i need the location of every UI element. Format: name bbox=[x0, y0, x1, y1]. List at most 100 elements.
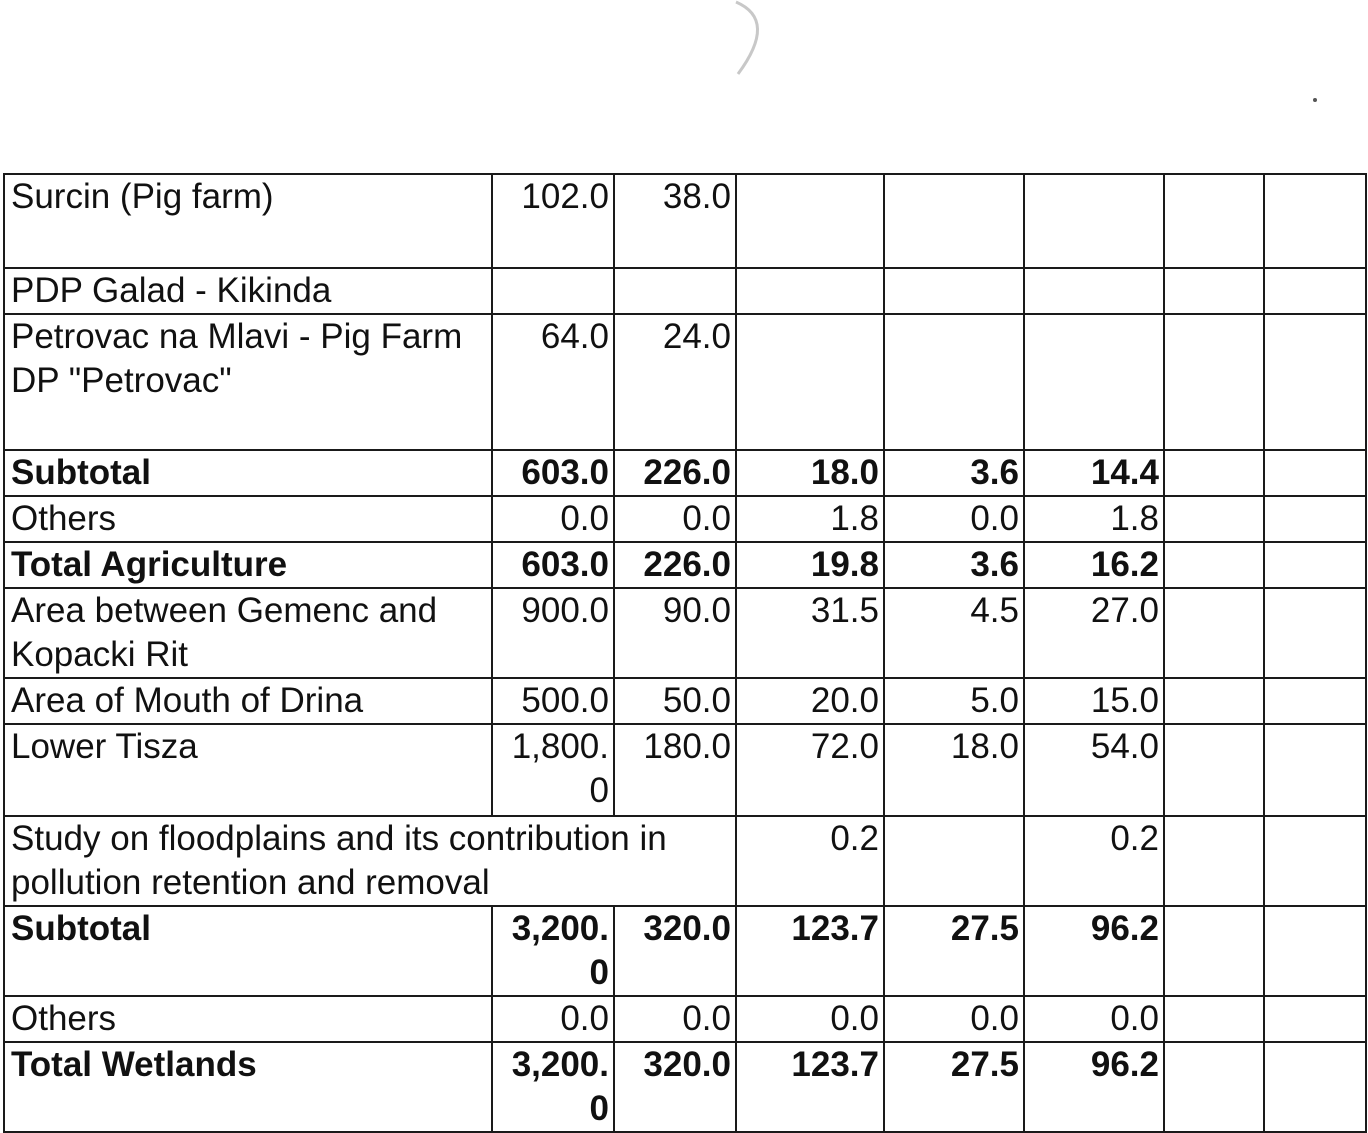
table-cell bbox=[1163, 677, 1265, 725]
table-cell: 0.0 bbox=[735, 995, 885, 1043]
table-cell: 96.2 bbox=[1023, 905, 1165, 997]
table-cell bbox=[1263, 267, 1367, 315]
row-label: Surcin (Pig farm) bbox=[3, 173, 493, 269]
table-row: PDP Galad - Kikinda bbox=[3, 267, 1367, 315]
table-cell: 3,200. 0 bbox=[491, 1041, 615, 1133]
table-cell bbox=[1163, 1041, 1265, 1133]
table-cell bbox=[1023, 267, 1165, 315]
row-label: Petrovac na Mlavi - Pig Farm DP "Petrova… bbox=[3, 313, 493, 451]
row-label: Area between Gemenc and Kopacki Rit bbox=[3, 587, 493, 679]
table-cell bbox=[1023, 173, 1165, 269]
table-row: Subtotal 3,200. 0 320.0 123.7 27.5 96.2 bbox=[3, 905, 1367, 997]
table-cell: 27.5 bbox=[883, 1041, 1025, 1133]
table-cell: 1.8 bbox=[1023, 495, 1165, 543]
table-cell bbox=[883, 267, 1025, 315]
table-row: Petrovac na Mlavi - Pig Farm DP "Petrova… bbox=[3, 313, 1367, 451]
table-cell: 72.0 bbox=[735, 723, 885, 817]
table-cell bbox=[613, 267, 737, 315]
table-cell bbox=[1163, 905, 1265, 997]
table-cell: 900.0 bbox=[491, 587, 615, 679]
table-cell: 20.0 bbox=[735, 677, 885, 725]
table-cell: 0.0 bbox=[1023, 995, 1165, 1043]
table-cell: 0.2 bbox=[1023, 815, 1165, 907]
table-cell: 3.6 bbox=[883, 541, 1025, 589]
table-cell: 16.2 bbox=[1023, 541, 1165, 589]
table-cell bbox=[1163, 995, 1265, 1043]
table-cell: 1.8 bbox=[735, 495, 885, 543]
scan-artifact-arc bbox=[735, 0, 759, 75]
table-cell: 64.0 bbox=[491, 313, 615, 451]
row-label: Area of Mouth of Drina bbox=[3, 677, 493, 725]
table-cell: 123.7 bbox=[735, 905, 885, 997]
table-cell bbox=[735, 173, 885, 269]
table-cell bbox=[1263, 313, 1367, 451]
table-cell bbox=[1263, 541, 1367, 589]
table-cell: 102.0 bbox=[491, 173, 615, 269]
table-cell: 0.0 bbox=[491, 995, 615, 1043]
table-cell: 0.0 bbox=[883, 995, 1025, 1043]
table-cell: 18.0 bbox=[735, 449, 885, 497]
table-cell bbox=[1263, 173, 1367, 269]
table-cell bbox=[1163, 587, 1265, 679]
table-cell bbox=[1163, 449, 1265, 497]
row-label: Lower Tisza bbox=[3, 723, 493, 817]
table-cell bbox=[1163, 541, 1265, 589]
scan-artifact-dot bbox=[1313, 98, 1317, 102]
table-cell bbox=[1163, 495, 1265, 543]
table-row: Subtotal 603.0 226.0 18.0 3.6 14.4 bbox=[3, 449, 1367, 497]
table-row: Total Agriculture 603.0 226.0 19.8 3.6 1… bbox=[3, 541, 1367, 589]
table-cell bbox=[1263, 495, 1367, 543]
table-cell: 0.0 bbox=[883, 495, 1025, 543]
table-cell: 19.8 bbox=[735, 541, 885, 589]
row-label: Others bbox=[3, 495, 493, 543]
table-row: Others 0.0 0.0 0.0 0.0 0.0 bbox=[3, 995, 1367, 1043]
table-cell bbox=[883, 173, 1025, 269]
table-cell: 0.0 bbox=[613, 495, 737, 543]
table-cell bbox=[1163, 723, 1265, 817]
table-cell bbox=[1023, 313, 1165, 451]
table-cell: 320.0 bbox=[613, 905, 737, 997]
table-cell: 500.0 bbox=[491, 677, 615, 725]
data-table: Surcin (Pig farm) 102.0 38.0 PDP Galad -… bbox=[3, 173, 1367, 1133]
table-cell: 15.0 bbox=[1023, 677, 1165, 725]
table-cell: 226.0 bbox=[613, 449, 737, 497]
table-cell: 1,800. 0 bbox=[491, 723, 615, 817]
table-cell: 50.0 bbox=[613, 677, 737, 725]
table-cell: 3,200. 0 bbox=[491, 905, 615, 997]
table-cell bbox=[1263, 723, 1367, 817]
table-cell bbox=[735, 313, 885, 451]
table-cell: 24.0 bbox=[613, 313, 737, 451]
table-cell bbox=[1263, 449, 1367, 497]
table-cell: 0.0 bbox=[491, 495, 615, 543]
table-row: Lower Tisza 1,800. 0 180.0 72.0 18.0 54.… bbox=[3, 723, 1367, 817]
table-cell: 603.0 bbox=[491, 449, 615, 497]
table-cell: 0.0 bbox=[613, 995, 737, 1043]
table-cell: 96.2 bbox=[1023, 1041, 1165, 1133]
table-cell: 123.7 bbox=[735, 1041, 885, 1133]
table-row: Others 0.0 0.0 1.8 0.0 1.8 bbox=[3, 495, 1367, 543]
table-cell: 180.0 bbox=[613, 723, 737, 817]
table-cell bbox=[1263, 815, 1367, 907]
table-cell bbox=[1263, 677, 1367, 725]
table-cell: 0.2 bbox=[735, 815, 885, 907]
table-row: Study on floodplains and its contributio… bbox=[3, 815, 1367, 907]
table-row: Area of Mouth of Drina 500.0 50.0 20.0 5… bbox=[3, 677, 1367, 725]
table-cell: 226.0 bbox=[613, 541, 737, 589]
table-cell: 320.0 bbox=[613, 1041, 737, 1133]
table-cell: 27.0 bbox=[1023, 587, 1165, 679]
table-cell: 27.5 bbox=[883, 905, 1025, 997]
table-cell bbox=[1163, 313, 1265, 451]
table-row: Surcin (Pig farm) 102.0 38.0 bbox=[3, 173, 1367, 269]
table-cell: 3.6 bbox=[883, 449, 1025, 497]
table-cell: 4.5 bbox=[883, 587, 1025, 679]
table-cell bbox=[735, 267, 885, 315]
table-cell bbox=[491, 267, 615, 315]
table-cell bbox=[1263, 995, 1367, 1043]
row-label: PDP Galad - Kikinda bbox=[3, 267, 493, 315]
table-row: Total Wetlands 3,200. 0 320.0 123.7 27.5… bbox=[3, 1041, 1367, 1133]
table-cell: 18.0 bbox=[883, 723, 1025, 817]
table-cell: 54.0 bbox=[1023, 723, 1165, 817]
table-cell bbox=[1263, 587, 1367, 679]
table-cell bbox=[1163, 173, 1265, 269]
row-label: Study on floodplains and its contributio… bbox=[3, 815, 737, 907]
